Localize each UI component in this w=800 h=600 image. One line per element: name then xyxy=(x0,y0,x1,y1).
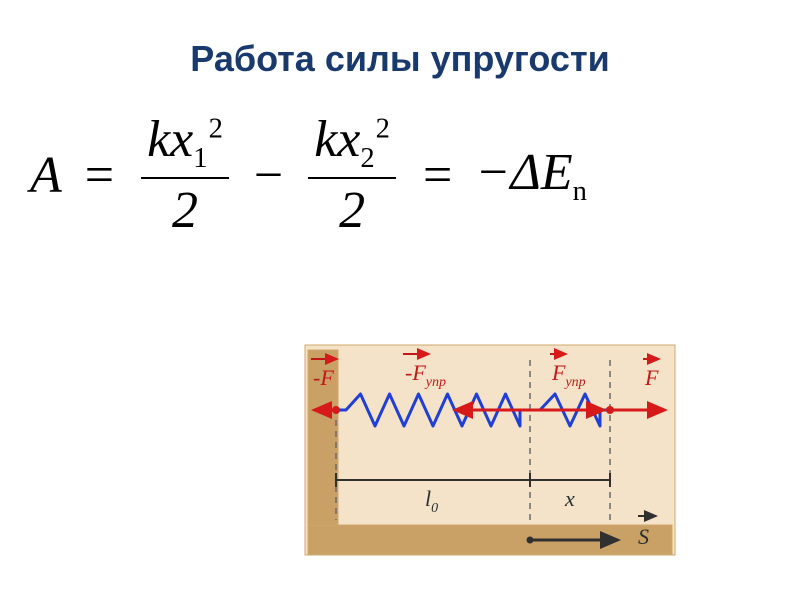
term1-den: 2 xyxy=(141,179,229,240)
svg-text:-F: -F xyxy=(313,365,334,390)
svg-text:S: S xyxy=(638,524,649,549)
formula-term-2: kx22 2 xyxy=(308,110,396,240)
term1-num: kx xyxy=(147,111,193,168)
equals-sign: = xyxy=(85,146,114,205)
diagram-svg: -F-FупрFупрFl0xS xyxy=(300,340,680,560)
term2-sub: 2 xyxy=(360,143,374,174)
svg-text:x: x xyxy=(564,486,575,511)
work-formula: A = kx12 2 − kx22 2 = −ΔEn xyxy=(30,110,588,240)
page-title: Работа силы упругости xyxy=(0,38,800,80)
minus-sign-1: − xyxy=(254,146,283,205)
term2-den: 2 xyxy=(308,179,396,240)
rhs-prefix: −Δ xyxy=(475,144,541,201)
formula-rhs: −ΔEn xyxy=(475,143,588,208)
formula-lhs: A xyxy=(30,146,62,205)
term2-sup: 2 xyxy=(376,114,390,145)
term2-num: kx xyxy=(314,111,360,168)
spring-diagram: -F-FупрFупрFl0xS xyxy=(300,340,680,565)
term1-sub: 1 xyxy=(193,143,207,174)
equals-sign-2: = xyxy=(423,146,452,205)
svg-text:F: F xyxy=(644,365,659,390)
rhs-var: E xyxy=(541,144,573,201)
term1-sup: 2 xyxy=(209,114,223,145)
formula-term-1: kx12 2 xyxy=(141,110,229,240)
rhs-sub: n xyxy=(573,176,587,207)
